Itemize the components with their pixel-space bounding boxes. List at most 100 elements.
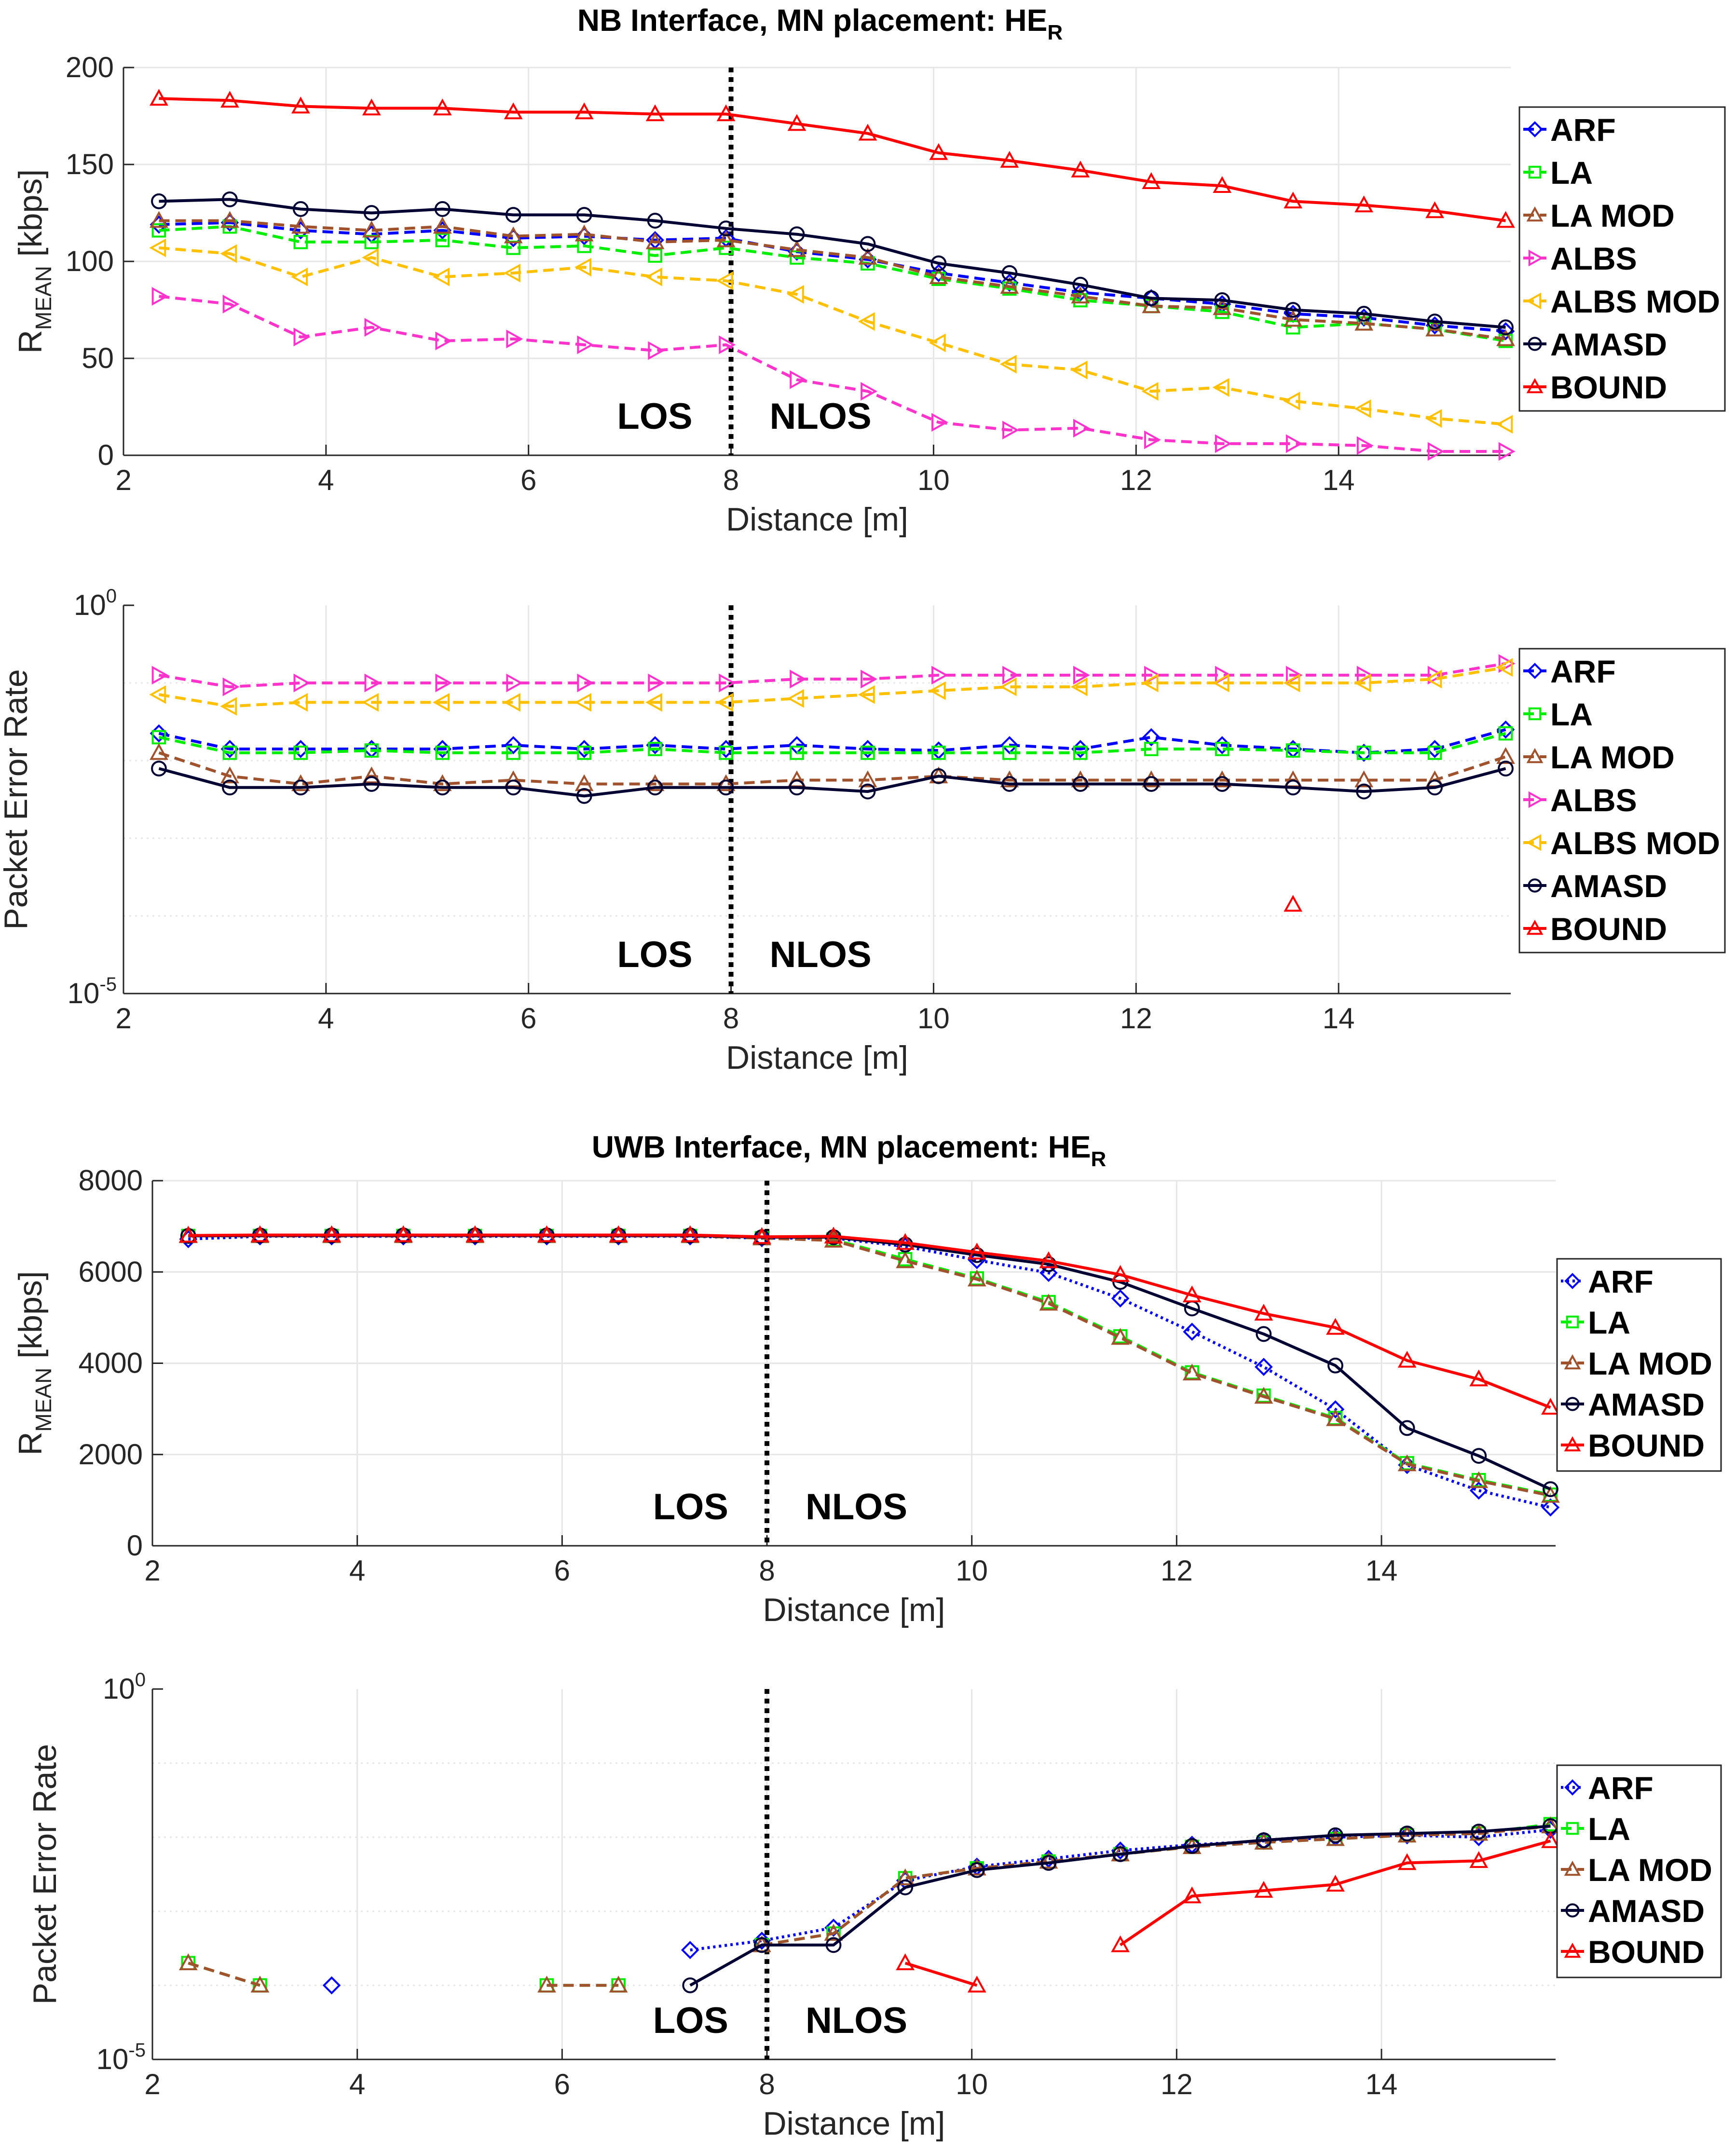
series-line [158,767,1506,798]
legend-item: LA [1561,1305,1630,1340]
data-point [1496,211,1515,228]
legend-label: ARF [1550,112,1616,148]
series-line [188,1962,260,1987]
data-point [222,191,238,207]
data-point [433,217,452,234]
data-point [250,1976,270,1993]
legend-item: ARF [1561,1264,1654,1299]
data-point [999,354,1017,374]
data-point [858,312,875,331]
data-point [220,211,239,228]
data-point [645,267,662,286]
legend-label: LA [1588,1305,1630,1340]
data-point [824,1230,843,1248]
y-tick-label-exp: -5 [99,974,117,995]
data-point [151,193,167,209]
data-point [1541,1398,1560,1415]
data-point [931,746,946,760]
data-point [222,746,237,760]
series-line [159,221,1506,333]
data-point [896,1233,915,1250]
legend-label: LA [1588,1811,1630,1847]
data-point [824,1923,843,1941]
data-point [1072,276,1089,293]
data-point [1111,1265,1130,1282]
legend-swatch-marker [1526,919,1544,935]
data-point [609,1976,628,1993]
x-tick-label: 12 [1120,1002,1152,1035]
x-tick-label: 14 [1323,464,1355,496]
legend-label: BOUND [1588,1428,1705,1463]
data-point [1073,419,1090,438]
data-point [858,685,875,704]
x-tick-label: 4 [318,464,334,496]
legend-swatch-marker [1564,1354,1581,1370]
legend-label: ARF [1588,1264,1654,1299]
data-point [1398,1456,1416,1474]
data-point [506,329,523,349]
x-tick-label: 6 [520,1002,536,1035]
data-point [292,779,309,796]
y-axis-label-sub: MEAN [31,266,56,330]
data-point [716,774,736,791]
data-point [967,1858,986,1876]
x-tick-label: 6 [554,2068,570,2100]
data-point [1354,195,1374,213]
data-point [504,102,523,120]
data-point [860,783,876,800]
data-point [896,1868,915,1885]
series-line [159,198,1506,329]
legend-item: LA [1523,696,1593,732]
data-point [716,271,733,290]
data-point [364,673,382,693]
data-point [150,743,168,760]
data-point [716,693,733,712]
data-point [1070,677,1088,696]
legend-item: BOUND [1523,369,1667,405]
data-point [505,207,521,223]
uwb-figure-title: UWB Interface, MN placement: HER [592,1130,1107,1171]
data-point [1541,1498,1560,1517]
y-tick-label: 10-5 [68,974,117,1009]
data-point [896,1953,915,1970]
y-tick-label-base: 10 [103,1673,135,1705]
series-albs [151,654,1516,696]
legend-item: ALBS MOD [1523,825,1720,861]
data-point [1184,1838,1200,1854]
data-point [435,331,452,351]
legend-swatch-marker [1526,378,1544,394]
data-point [576,207,592,223]
data-point [1496,329,1515,346]
legend-label: BOUND [1550,911,1667,947]
data-point [505,779,521,796]
x-tick-label: 12 [1161,1554,1193,1587]
data-point [1002,421,1019,440]
data-point [151,223,166,238]
data-point [609,1225,628,1242]
data-point [1111,1935,1130,1952]
legend-item: ARF [1523,654,1616,689]
legend-swatch-marker [1564,1860,1581,1876]
data-point [1182,1363,1202,1381]
data-point [577,335,594,354]
data-point [647,213,663,229]
x-tick-label: 4 [349,1554,365,1587]
y-tick-label-base: 10 [68,977,100,1009]
data-point [1427,746,1442,760]
data-point [1001,265,1018,281]
x-axis-label: Distance [m] [763,2105,945,2142]
data-point [1496,658,1513,677]
data-point [787,689,804,708]
data-point [151,761,167,777]
y-tick-label: 4000 [79,1347,143,1379]
data-point [1212,673,1230,693]
data-point [433,774,452,791]
series-la [151,726,1513,760]
data-point [1425,669,1442,689]
data-point [1427,313,1443,330]
legend-swatch-marker [1526,748,1544,763]
series-line [158,728,1506,754]
data-point [1073,666,1090,685]
data-point [861,746,875,760]
